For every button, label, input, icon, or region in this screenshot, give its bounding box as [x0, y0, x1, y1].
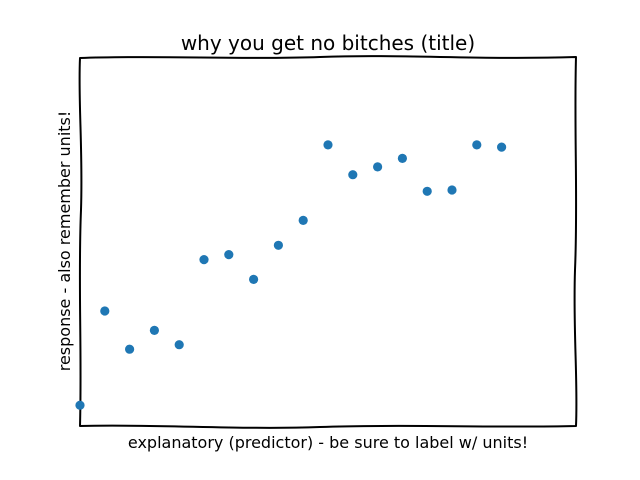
data-point — [75, 400, 85, 410]
data-point — [447, 185, 457, 195]
x-axis-label: explanatory (predictor) - be sure to lab… — [128, 433, 528, 452]
plot-frame — [78, 55, 578, 429]
chart-title: why you get no bitches (title) — [181, 31, 475, 55]
data-point — [174, 340, 184, 350]
data-point — [100, 306, 110, 316]
data-points — [75, 140, 507, 410]
data-point — [125, 344, 135, 354]
data-point — [273, 240, 283, 250]
data-point — [497, 142, 507, 152]
data-point — [323, 140, 333, 150]
data-point — [422, 186, 432, 196]
data-point — [224, 250, 234, 260]
data-point — [199, 255, 209, 265]
data-point — [249, 274, 259, 284]
data-point — [348, 170, 358, 180]
y-axis-label: response - also remember units! — [55, 111, 74, 372]
data-point — [298, 215, 308, 225]
data-point — [149, 325, 159, 335]
data-point — [472, 140, 482, 150]
data-point — [397, 153, 407, 163]
data-point — [373, 162, 383, 172]
